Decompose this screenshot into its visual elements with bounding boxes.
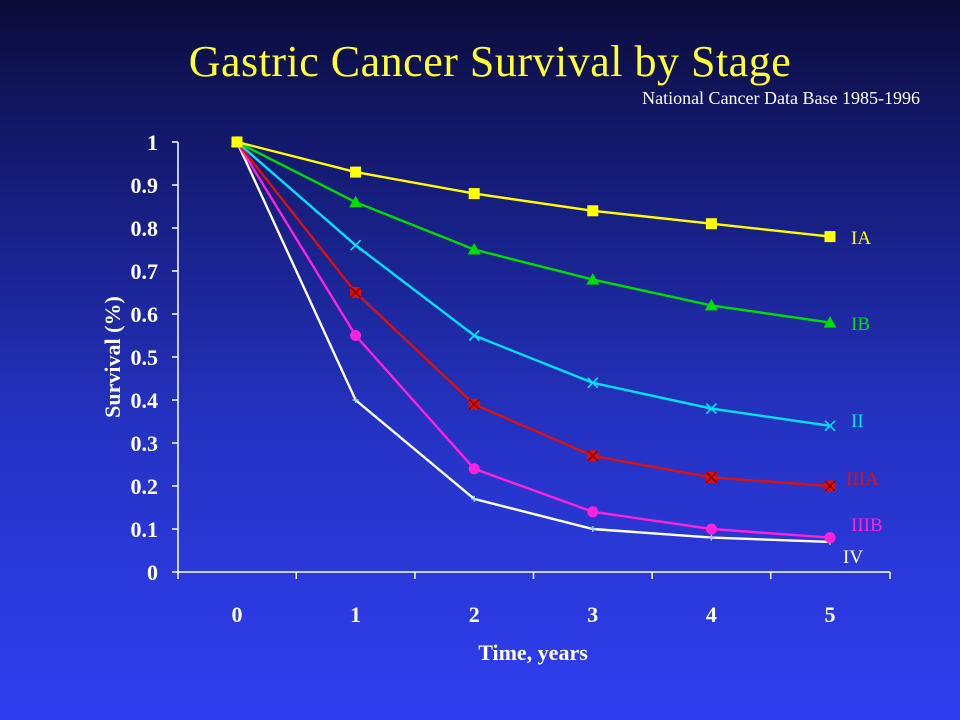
series-label-iiia: IIIA [846,469,879,490]
data-point-plus [471,495,478,502]
series-label-ii: II [851,411,864,432]
data-point-boxed-x-cross [468,398,480,410]
data-point-triangle [823,316,837,328]
x-tick-label: 5 [825,602,836,627]
data-point-circle [350,330,362,341]
series-label-iiib: IIIB [851,515,883,536]
series-line [235,141,831,539]
data-point-plus [708,534,715,541]
data-point-x [468,329,480,342]
series-line [235,141,831,544]
data-point-triangle [349,195,363,208]
data-point-triangle [467,243,481,255]
y-tick-label: 0.9 [131,173,159,198]
x-tick-label: 1 [350,602,361,627]
series-line [236,140,831,324]
series-line [236,141,831,488]
data-point-circle [468,463,480,475]
series-iiib [231,136,836,544]
x-axis-label: Time, years [478,640,588,665]
x-tick-label: 3 [587,602,598,627]
chart-series-labels: IA IB II IIIA IIIB IV [843,228,883,568]
y-tick-label: 0.6 [131,302,159,327]
data-point-square [705,218,717,230]
data-point-plus [352,397,359,403]
y-tick-label: 0.2 [131,474,159,499]
data-point-circle [587,506,599,518]
data-point-x [587,377,599,389]
x-tick-label: 0 [232,602,243,627]
y-tick-label: 1 [147,130,158,155]
data-point-boxed-x-cross [824,480,836,492]
data-point-square [587,205,599,217]
y-tick-label: 0.8 [131,216,159,241]
series-ia [231,136,836,243]
series-iiia [231,136,836,492]
slide-subtitle: National Cancer Data Base 1985-1996 [642,88,920,108]
chart-series [230,135,837,545]
series-iv [234,139,833,545]
data-point-x [824,420,836,432]
data-point-boxed-x-cross [705,471,717,483]
y-tick-label: 0.1 [131,517,159,542]
y-tick-label: 0 [147,560,158,585]
x-tick-label: 4 [706,602,717,627]
data-point-circle [705,523,717,535]
y-tick-label: 0.3 [131,431,159,456]
series-ii [231,136,836,432]
y-tick-label: 0.7 [131,259,159,284]
x-tick-label: 2 [469,602,480,627]
data-point-triangle [586,273,600,285]
y-axis-label: Survival (%) [100,296,125,418]
data-point-square [350,166,362,178]
data-point-square [231,136,243,148]
data-point-square [824,231,836,243]
chart-axes: 0 0.1 0.2 0.3 0.4 0.5 0.6 0.7 0.8 0.9 1 0 1 2 3 4 5 [131,130,891,627]
slide-title: Gastric Cancer Survival by Stage [188,37,792,86]
series-label-iv: IV [843,547,863,568]
data-point-plus [589,526,596,532]
data-point-boxed-x-cross [350,287,362,298]
data-point-square [468,188,480,200]
data-point-boxed-x-cross [587,450,599,462]
series-label-ib: IB [851,314,870,335]
series-label-ia: IA [851,228,871,249]
data-point-x [350,239,362,251]
data-point-x [705,403,717,415]
series-line [236,141,831,427]
series-line [236,140,831,238]
y-tick-label: 0.4 [131,388,159,413]
data-point-circle [824,532,836,544]
y-tick-label: 0.5 [131,345,159,370]
data-point-triangle [704,298,718,311]
